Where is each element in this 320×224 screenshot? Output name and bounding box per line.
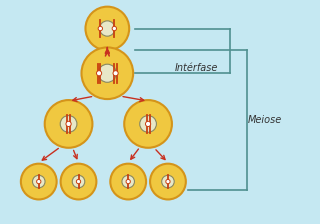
Circle shape bbox=[72, 175, 85, 188]
Circle shape bbox=[100, 21, 115, 36]
Circle shape bbox=[146, 121, 151, 127]
Circle shape bbox=[112, 26, 116, 31]
Circle shape bbox=[140, 116, 156, 132]
Circle shape bbox=[150, 164, 186, 199]
Circle shape bbox=[82, 47, 133, 99]
Circle shape bbox=[33, 175, 45, 188]
Circle shape bbox=[98, 64, 116, 82]
Circle shape bbox=[60, 164, 96, 199]
Circle shape bbox=[21, 164, 57, 199]
Circle shape bbox=[122, 175, 134, 188]
Circle shape bbox=[110, 164, 146, 199]
Circle shape bbox=[96, 71, 102, 76]
Circle shape bbox=[36, 179, 41, 184]
Circle shape bbox=[45, 100, 92, 148]
Text: Meiose: Meiose bbox=[247, 115, 282, 125]
Circle shape bbox=[85, 7, 129, 50]
Text: Intérfase: Intérfase bbox=[175, 63, 218, 73]
Circle shape bbox=[98, 26, 102, 31]
Circle shape bbox=[76, 179, 81, 184]
Circle shape bbox=[162, 175, 174, 188]
Circle shape bbox=[166, 179, 170, 184]
Circle shape bbox=[126, 179, 130, 184]
Circle shape bbox=[60, 116, 77, 132]
Circle shape bbox=[124, 100, 172, 148]
Circle shape bbox=[66, 121, 71, 127]
Circle shape bbox=[113, 71, 118, 76]
